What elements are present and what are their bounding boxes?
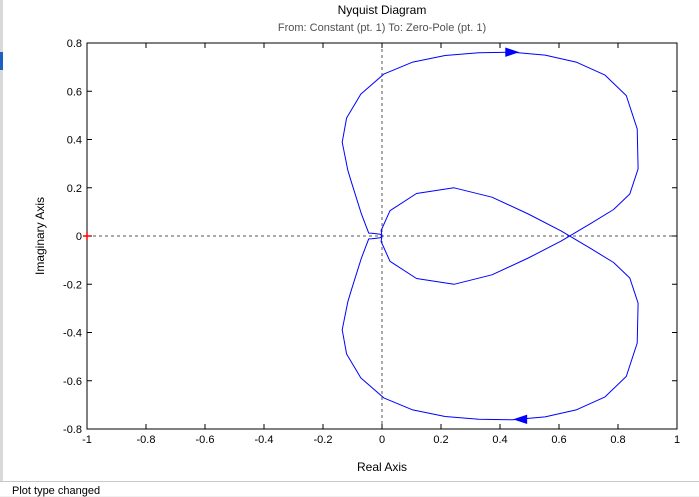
x-tick-label: 1 — [674, 434, 680, 446]
window-left-edge — [0, 0, 3, 495]
x-tick-label: 0.8 — [610, 434, 625, 446]
nyquist-curve-negative — [341, 187, 639, 421]
y-tick-label: -0.2 — [63, 279, 82, 291]
y-axis-label: Imaginary Axis — [33, 197, 47, 275]
y-tick-label: 0.6 — [67, 86, 82, 98]
y-tick-label: 0.2 — [67, 183, 82, 195]
chart-title: Nyquist Diagram — [338, 3, 427, 17]
x-tick-label: 0 — [379, 434, 385, 446]
y-tick-label: -0.4 — [63, 328, 82, 340]
direction-arrow-bottom — [513, 414, 528, 425]
y-tick-label: 0.4 — [67, 135, 82, 147]
x-tick-label: -0.8 — [137, 434, 156, 446]
status-bar — [0, 481, 699, 496]
chart-subtitle: From: Constant (pt. 1) To: Zero-Pole (pt… — [278, 22, 486, 34]
x-axis-label: Real Axis — [357, 460, 407, 474]
window-edge-marker — [0, 52, 3, 70]
x-tick-label: 0.6 — [551, 434, 566, 446]
nyquist-curve-positive — [341, 51, 639, 285]
x-tick-label: -0.4 — [255, 434, 274, 446]
x-tick-label: -0.2 — [314, 434, 333, 446]
x-tick-label: 0.2 — [433, 434, 448, 446]
y-tick-label: 0.8 — [67, 38, 82, 50]
x-tick-label: -1 — [82, 434, 92, 446]
nyquist-chart: Nyquist Diagram From: Constant (pt. 1) T… — [33, 3, 680, 474]
y-tick-label: -0.6 — [63, 376, 82, 388]
x-tick-label: 0.4 — [492, 434, 507, 446]
x-tick-label: -0.6 — [196, 434, 215, 446]
direction-arrow-top — [505, 47, 520, 57]
status-text: Plot type changed — [12, 485, 101, 497]
curve-layer — [341, 47, 639, 425]
y-tick-label: 0 — [76, 231, 82, 243]
y-tick-label: -0.8 — [63, 424, 82, 436]
